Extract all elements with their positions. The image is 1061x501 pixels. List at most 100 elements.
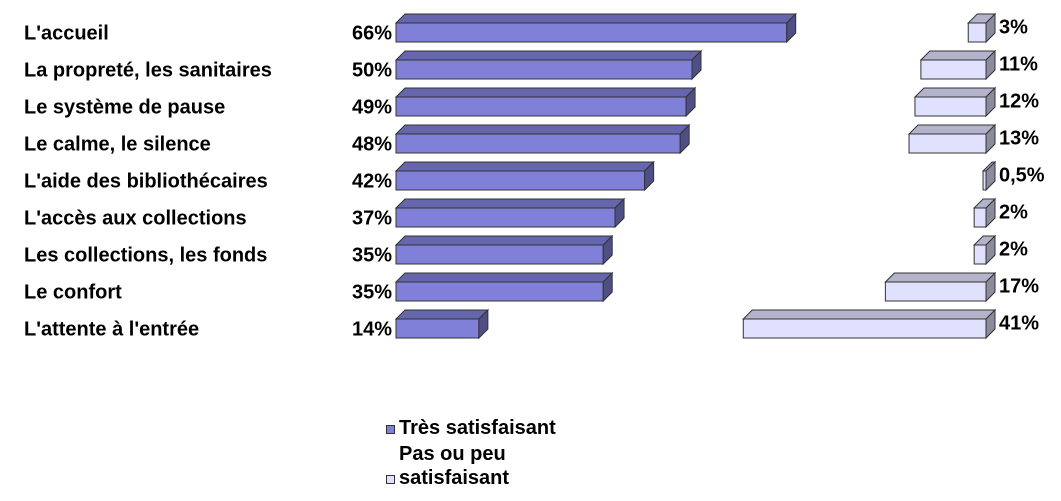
bar-front xyxy=(967,22,987,43)
bar-front xyxy=(908,133,987,154)
chart: L'accueil 66% 3% La propreté, les sanitaire… xyxy=(24,12,1045,340)
bar-front xyxy=(395,22,788,43)
bar-front xyxy=(395,207,616,228)
value-label: 35% xyxy=(352,281,392,303)
bar-side xyxy=(985,12,996,44)
bar-top xyxy=(907,124,997,135)
bar-side xyxy=(685,86,696,118)
bar-side xyxy=(985,234,996,266)
bar-front xyxy=(973,244,987,265)
bar-top xyxy=(394,309,490,320)
category-label: Le confort xyxy=(24,281,122,303)
category-label: L'attente à l'entrée xyxy=(24,318,199,340)
bar-side xyxy=(985,49,996,81)
bar-front xyxy=(973,207,987,228)
value-label: 41% xyxy=(999,312,1039,334)
bar-side xyxy=(614,197,625,229)
bar-front xyxy=(742,318,987,339)
bar-side xyxy=(602,234,613,266)
bar-top xyxy=(884,272,997,283)
bar-side xyxy=(786,12,797,44)
bar-top xyxy=(394,87,697,98)
value-label: 49% xyxy=(352,96,392,118)
category-label: La propreté, les sanitaires xyxy=(24,59,272,81)
bar-side xyxy=(478,308,489,340)
value-label: 17% xyxy=(999,275,1039,297)
legend-swatch xyxy=(386,425,395,434)
bar-side xyxy=(985,123,996,155)
bar-front xyxy=(395,281,604,302)
category-label: L'accès aux collections xyxy=(24,207,247,229)
bar xyxy=(394,308,490,340)
legend-label: Très satisfaisant xyxy=(399,417,556,439)
bar xyxy=(394,271,614,303)
bar-top xyxy=(394,161,655,172)
value-label: 14% xyxy=(352,318,392,340)
bar-side xyxy=(679,123,690,155)
value-label: 42% xyxy=(352,170,392,192)
bar xyxy=(742,308,997,340)
category-label: Le calme, le silence xyxy=(24,133,211,155)
value-label: 35% xyxy=(352,244,392,266)
value-label: 13% xyxy=(999,127,1039,149)
legend: Très satisfaisant Pas ou peu satisfaisant xyxy=(386,416,601,492)
legend-swatch xyxy=(386,475,395,484)
category-label: Les collections, les fonds xyxy=(24,244,267,266)
value-label: 0,5% xyxy=(999,164,1045,186)
bar xyxy=(394,49,703,81)
bar-front xyxy=(395,244,604,265)
value-label: 66% xyxy=(352,22,392,44)
bar xyxy=(972,234,997,266)
bar-top xyxy=(394,272,614,283)
bar-top xyxy=(919,50,997,61)
bar-top xyxy=(913,87,997,98)
legend-item: Très satisfaisant xyxy=(386,416,601,440)
bar xyxy=(884,271,997,303)
bar-top xyxy=(394,235,614,246)
value-label: 50% xyxy=(352,59,392,81)
bar-front xyxy=(395,96,687,117)
bar xyxy=(907,123,997,155)
bar-top xyxy=(742,309,997,320)
legend-label: Pas ou peu satisfaisant xyxy=(399,443,510,489)
bar-front xyxy=(395,59,693,80)
value-label: 48% xyxy=(352,133,392,155)
bar xyxy=(394,86,697,118)
bar xyxy=(981,160,997,192)
bar xyxy=(394,12,797,44)
bar-side xyxy=(985,308,996,340)
legend-item: Pas ou peu satisfaisant xyxy=(386,442,601,490)
bar xyxy=(972,197,997,229)
bar-side xyxy=(602,271,613,303)
bar-side xyxy=(985,86,996,118)
bar xyxy=(394,123,691,155)
bar-side xyxy=(985,160,996,192)
value-label: 2% xyxy=(999,201,1028,223)
bar-top xyxy=(394,198,626,209)
bar-side xyxy=(985,271,996,303)
bar xyxy=(967,12,997,44)
bar xyxy=(394,234,614,266)
bar-side xyxy=(985,197,996,229)
bar-side xyxy=(691,49,702,81)
category-label: L'aide des bibliothécaires xyxy=(24,170,268,192)
category-label: L'accueil xyxy=(24,22,109,44)
bar-front xyxy=(395,318,480,339)
bar-front xyxy=(920,59,987,80)
bar-front xyxy=(914,96,987,117)
bar-top xyxy=(394,50,703,61)
bar-front xyxy=(884,281,987,302)
value-label: 11% xyxy=(999,53,1038,75)
bar xyxy=(913,86,997,118)
bar-front xyxy=(395,170,646,191)
value-label: 37% xyxy=(352,207,392,229)
value-label: 12% xyxy=(999,90,1039,112)
bar xyxy=(394,160,655,192)
bar-side xyxy=(644,160,655,192)
category-label: Le système de pause xyxy=(24,96,225,118)
value-label: 2% xyxy=(999,238,1028,260)
bar-top xyxy=(394,124,691,135)
bar-front xyxy=(395,133,681,154)
value-label: 3% xyxy=(999,16,1028,38)
